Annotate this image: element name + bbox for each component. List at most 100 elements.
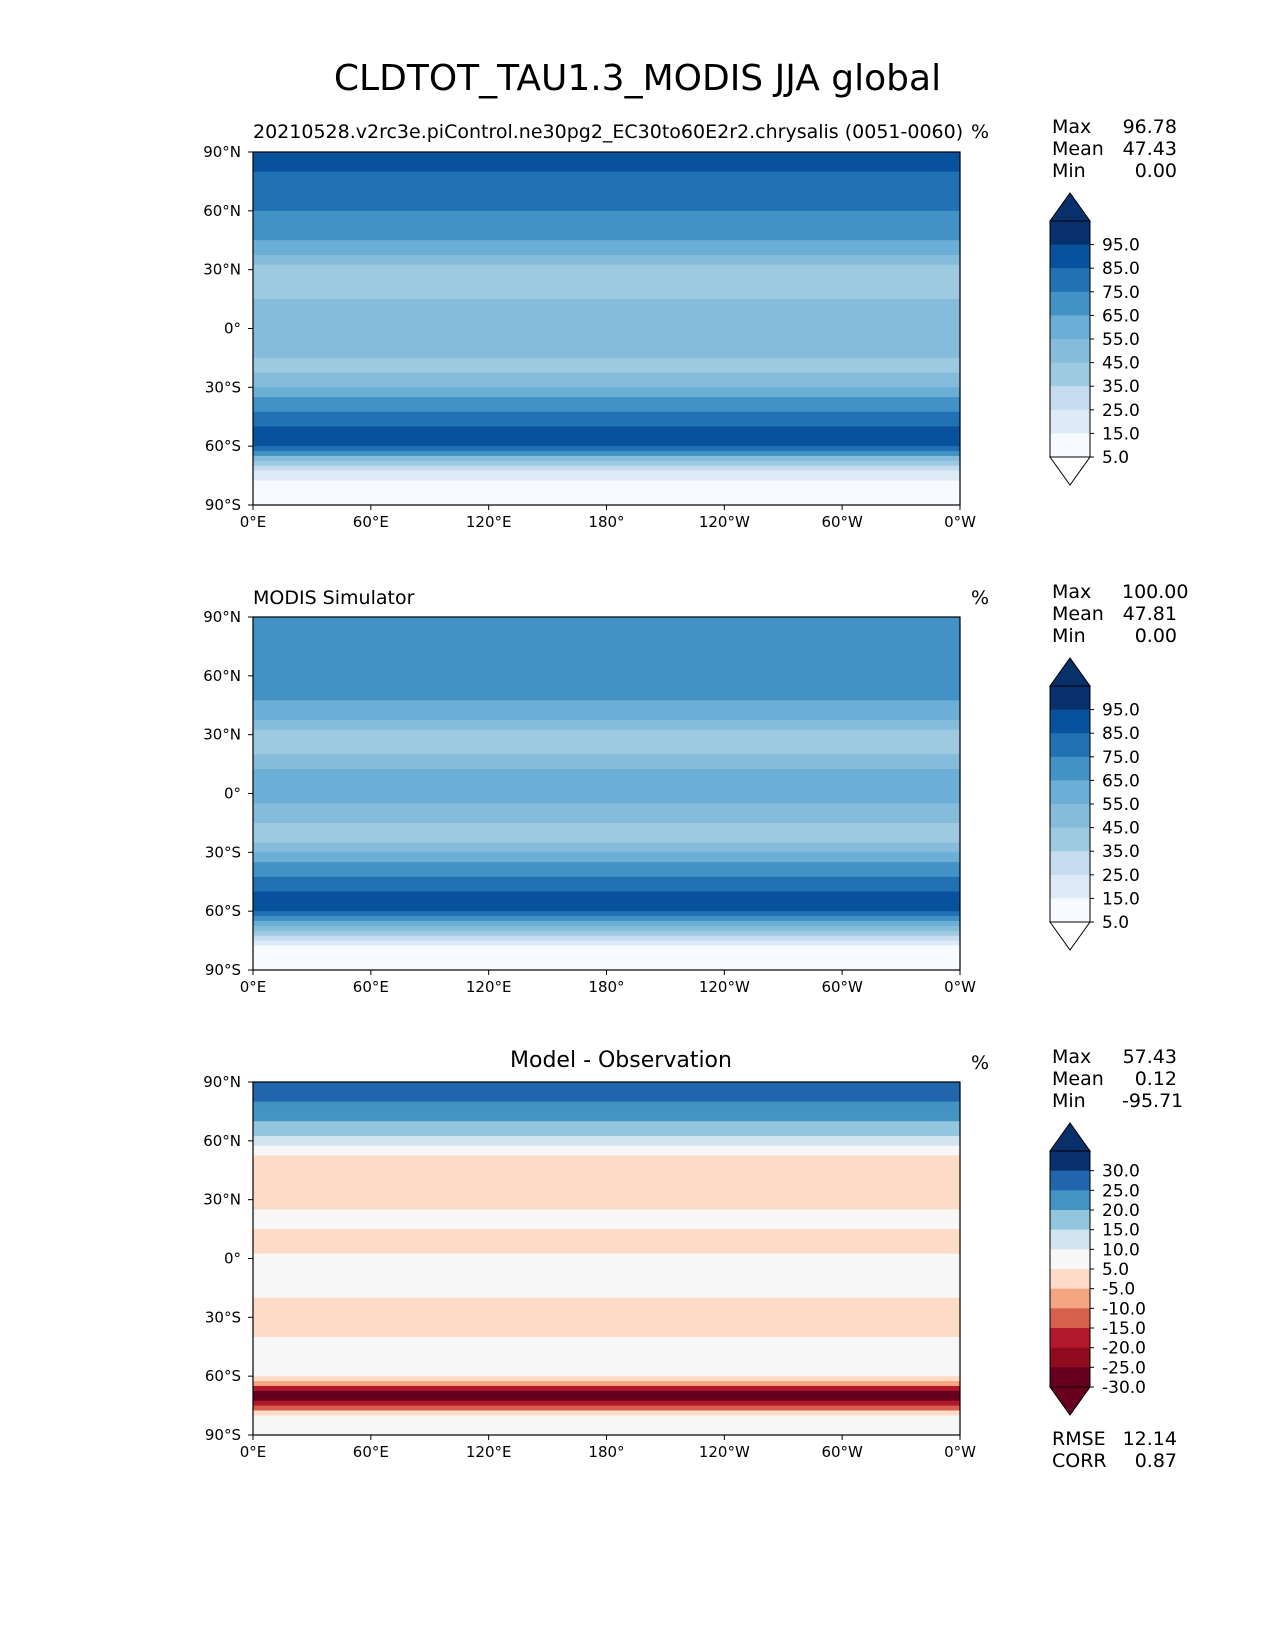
zonal-band: [253, 876, 960, 883]
stat-mean-value: 47.43: [1122, 138, 1177, 160]
zonal-band: [253, 1346, 960, 1353]
colorbar-segment: [1050, 244, 1090, 269]
plot-area: [253, 617, 960, 971]
zonal-band: [253, 871, 960, 878]
colorbar-label: 75.0: [1102, 283, 1140, 303]
colorbar-segment: [1050, 291, 1090, 316]
zonal-band: [253, 803, 960, 809]
zonal-band: [253, 264, 960, 271]
zonal-band: [253, 719, 960, 726]
y-tick-label: 30°S: [205, 1308, 241, 1326]
zonal-band: [253, 1082, 960, 1088]
stat-min-label: Min: [1052, 160, 1086, 182]
y-tick-label: 90°N: [203, 1073, 241, 1091]
zonal-band: [253, 303, 960, 310]
stat-mean-value: 47.81: [1122, 603, 1177, 625]
zonal-band: [253, 813, 960, 819]
zonal-band: [253, 916, 960, 922]
zonal-band: [253, 205, 960, 212]
colorbar-label: 25.0: [1102, 1181, 1140, 1201]
zonal-band: [253, 621, 960, 628]
x-tick-label: 0°E: [240, 1443, 267, 1461]
zonal-band: [253, 161, 960, 168]
zonal-band: [253, 945, 960, 951]
zonal-band: [253, 186, 960, 192]
zonal-band: [253, 1175, 960, 1181]
zonal-band: [253, 768, 960, 775]
colorbar-segment: [1050, 1308, 1090, 1329]
zonal-band: [253, 1155, 960, 1162]
colorbar-label: -5.0: [1102, 1280, 1135, 1300]
zonal-band: [253, 235, 960, 241]
zonal-band: [253, 240, 960, 246]
zonal-band: [253, 455, 960, 462]
zonal-band: [253, 1307, 960, 1314]
zonal-band: [253, 1302, 960, 1309]
y-tick-label: 30°N: [203, 726, 241, 744]
y-tick-label: 30°N: [203, 1191, 241, 1209]
zonal-band: [253, 470, 960, 477]
zonal-band: [253, 166, 960, 173]
zonal-band: [253, 935, 960, 942]
zonal-band: [253, 1430, 960, 1436]
colorbar-segment: [1050, 1190, 1090, 1211]
panel-3-colorbar: 30.025.020.015.010.05.0-5.0-10.0-15.0-20…: [1049, 1122, 1146, 1416]
stat-rmse-label: RMSE: [1052, 1428, 1106, 1450]
colorbar-segment: [1050, 1367, 1090, 1388]
stat-max-value: 96.78: [1122, 116, 1177, 138]
zonal-band: [253, 279, 960, 285]
zonal-band: [253, 1248, 960, 1255]
stat-max-value: 57.43: [1122, 1046, 1177, 1068]
zonal-band: [253, 465, 960, 472]
zonal-band: [253, 1140, 960, 1147]
zonal-band: [253, 1420, 960, 1426]
zonal-band: [253, 308, 960, 315]
zonal-band: [253, 788, 960, 795]
colorbar-extend-low: [1049, 456, 1091, 486]
colorbar-label: 25.0: [1102, 401, 1140, 421]
colorbar-segment: [1050, 1249, 1090, 1270]
colorbar-label: -10.0: [1102, 1299, 1146, 1319]
stat-mean-label: Mean: [1052, 603, 1104, 625]
zonal-band: [253, 857, 960, 863]
zonal-band: [253, 1131, 960, 1137]
zonal-band: [253, 617, 960, 623]
zonal-band: [253, 289, 960, 295]
stat-min-label: Min: [1052, 625, 1086, 647]
zonal-band: [253, 715, 960, 721]
zonal-band: [253, 1341, 960, 1348]
colorbar-segment: [1050, 756, 1090, 781]
y-tick-label: 90°N: [203, 608, 241, 626]
colorbar-extend-low: [1049, 921, 1091, 951]
zonal-band: [253, 783, 960, 790]
zonal-band: [253, 274, 960, 281]
stat-mean-value: 0.12: [1134, 1068, 1177, 1090]
zonal-band: [253, 362, 960, 369]
colorbar-label: 5.0: [1102, 913, 1129, 933]
zonal-band: [253, 852, 960, 858]
zonal-band: [253, 896, 960, 902]
zonal-band: [253, 1371, 960, 1377]
zonal-band: [253, 773, 960, 780]
stat-min-value: 0.00: [1134, 625, 1177, 647]
x-tick-label: 60°W: [821, 978, 863, 996]
colorbar-label: 65.0: [1102, 771, 1140, 791]
zonal-band: [253, 1111, 960, 1117]
zonal-band: [253, 313, 960, 320]
zonal-band: [253, 475, 960, 482]
colorbar-segment: [1050, 1151, 1090, 1172]
x-tick-label: 0°W: [944, 513, 976, 531]
colorbar-segment: [1050, 780, 1090, 805]
zonal-band: [253, 176, 960, 183]
zonal-band: [253, 1165, 960, 1171]
zonal-band: [253, 441, 960, 447]
panel-2-stats: Max 100.00 Mean 47.81 Min 0.00: [1052, 581, 1188, 647]
colorbar-segment: [1050, 733, 1090, 758]
zonal-band: [253, 847, 960, 853]
colorbar-segment: [1050, 874, 1090, 899]
x-tick-label: 120°E: [466, 978, 512, 996]
zonal-band: [253, 372, 960, 379]
panel-1-units: %: [971, 121, 990, 143]
zonal-band: [253, 724, 960, 731]
zonal-band: [253, 1160, 960, 1166]
